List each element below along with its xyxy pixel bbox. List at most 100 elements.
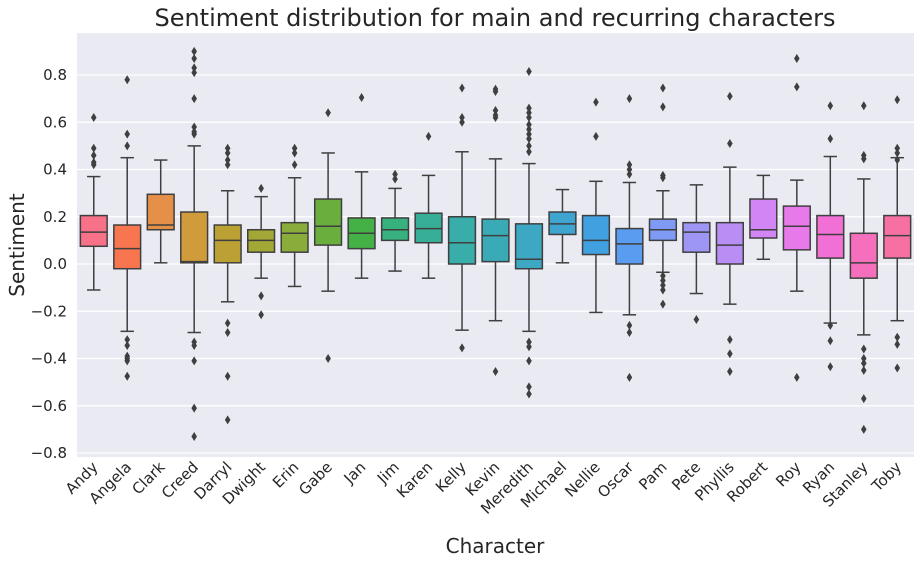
x-tick-label: Jan: [340, 458, 370, 488]
flier: [459, 343, 465, 353]
flier: [660, 299, 666, 309]
flier: [425, 131, 432, 141]
box-jim: [380, 169, 410, 272]
flier: [660, 83, 666, 93]
flier: [827, 336, 834, 346]
flier: [660, 280, 666, 290]
box-kelly: [447, 83, 477, 353]
flier: [626, 94, 633, 104]
box: [514, 223, 544, 270]
flier: [224, 160, 231, 170]
x-tick-label: Toby: [867, 458, 905, 496]
flier: [827, 320, 834, 330]
flier: [224, 143, 231, 153]
flier: [191, 94, 197, 104]
flier: [626, 169, 633, 179]
y-axis-title: Sentiment: [5, 193, 29, 297]
flier: [526, 120, 532, 130]
flier: [258, 291, 264, 301]
flier: [291, 143, 298, 153]
flier: [593, 97, 599, 107]
flier: [526, 129, 532, 139]
flier: [526, 66, 532, 76]
flier: [124, 371, 131, 381]
box-darryl: [213, 143, 242, 425]
box: [79, 214, 108, 248]
flier: [191, 122, 197, 132]
flier: [660, 285, 666, 295]
box-dwight: [246, 183, 276, 320]
flier: [727, 139, 733, 149]
y-tick-label: 0.8: [43, 66, 67, 84]
box: [715, 221, 745, 265]
flier: [492, 87, 499, 97]
flier: [258, 183, 264, 193]
flier: [191, 356, 197, 366]
flier: [894, 332, 901, 342]
flier: [526, 382, 532, 392]
flier: [492, 366, 499, 376]
flier: [593, 131, 599, 141]
box-erin: [280, 143, 309, 288]
y-tick-label: −0.6: [31, 397, 67, 415]
flier: [191, 403, 197, 413]
flier: [224, 155, 231, 165]
box-pete: [682, 184, 711, 325]
box-michael: [548, 188, 577, 264]
flier: [693, 315, 700, 325]
flier: [224, 415, 231, 425]
flier: [191, 129, 197, 139]
flier: [660, 276, 666, 286]
x-tick-label: Oscar: [594, 458, 638, 502]
flier: [392, 169, 398, 179]
flier: [894, 148, 901, 158]
flier: [626, 328, 633, 338]
flier: [90, 160, 97, 170]
flier: [626, 372, 633, 382]
box: [280, 221, 309, 253]
flier: [827, 362, 834, 372]
flier: [526, 141, 532, 151]
box-andy: [79, 113, 108, 291]
flier: [191, 431, 197, 441]
y-tick-label: 0.0: [43, 255, 67, 273]
flier: [224, 318, 231, 328]
flier: [727, 335, 733, 345]
flier: [894, 95, 901, 105]
box: [883, 214, 912, 259]
flier: [860, 358, 867, 368]
y-tick-label: −0.2: [31, 302, 67, 320]
box-kevin: [481, 84, 510, 376]
flier: [459, 83, 465, 93]
flier: [626, 160, 633, 170]
flier: [894, 339, 901, 349]
boxes: [79, 46, 912, 441]
flier: [660, 102, 666, 112]
flier: [392, 174, 398, 184]
x-axis-title: Character: [446, 534, 546, 558]
box-angela: [113, 75, 142, 381]
flier: [526, 103, 532, 113]
box: [816, 214, 845, 259]
box-karen: [414, 131, 443, 279]
flier: [894, 143, 901, 153]
y-tick-label: 0.4: [43, 161, 67, 179]
flier: [90, 143, 97, 153]
flier: [827, 134, 834, 144]
flier: [827, 101, 834, 111]
flier: [224, 148, 231, 158]
flier: [727, 366, 733, 376]
flier: [860, 154, 867, 164]
flier: [492, 105, 499, 115]
flier: [124, 129, 131, 139]
flier: [224, 328, 231, 338]
x-tick-label: Nellie: [561, 458, 604, 501]
box: [749, 198, 778, 239]
box-stanley: [849, 101, 878, 434]
box-pam: [648, 83, 678, 309]
flier: [90, 150, 97, 160]
box-roy: [782, 53, 811, 382]
box-robert: [749, 174, 778, 261]
